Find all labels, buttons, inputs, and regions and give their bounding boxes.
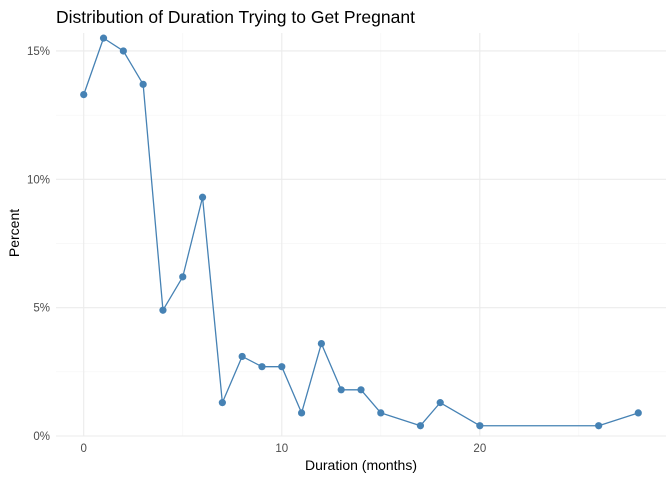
x-tick-label: 10: [275, 443, 288, 455]
chart-title: Distribution of Duration Trying to Get P…: [56, 7, 415, 27]
data-point: [377, 409, 385, 417]
data-point: [238, 352, 246, 361]
data-point: [357, 386, 365, 394]
data-point: [436, 399, 444, 407]
y-tick-label: 15%: [27, 46, 50, 58]
data-point: [337, 386, 345, 394]
data-point: [416, 422, 425, 430]
data-point: [476, 422, 484, 430]
data-point: [179, 273, 187, 281]
data-point: [634, 409, 642, 417]
data-point: [198, 193, 207, 201]
y-tick-label: 10%: [27, 174, 50, 186]
x-tick-label: 20: [473, 443, 486, 455]
data-point: [139, 80, 147, 88]
data-point: [297, 409, 306, 417]
series-layer: [80, 34, 642, 430]
y-tick-label: 5%: [33, 303, 50, 315]
y-axis-title: Percent: [6, 209, 22, 257]
data-point: [99, 34, 108, 42]
grid: [56, 33, 666, 437]
data-point: [80, 91, 88, 99]
y-tick-label: 0%: [33, 431, 50, 443]
data-point: [595, 422, 603, 430]
data-point: [119, 47, 127, 55]
x-tick-label: 0: [81, 443, 87, 455]
data-point: [258, 363, 266, 371]
data-point: [278, 363, 286, 371]
axes: 0 10 20 0% 5% 10% 15%: [27, 46, 486, 455]
data-point: [159, 306, 167, 314]
x-axis-title: Duration (months): [305, 457, 417, 473]
data-point: [317, 339, 325, 348]
series-line: [83, 37, 639, 427]
data-point: [218, 399, 226, 407]
